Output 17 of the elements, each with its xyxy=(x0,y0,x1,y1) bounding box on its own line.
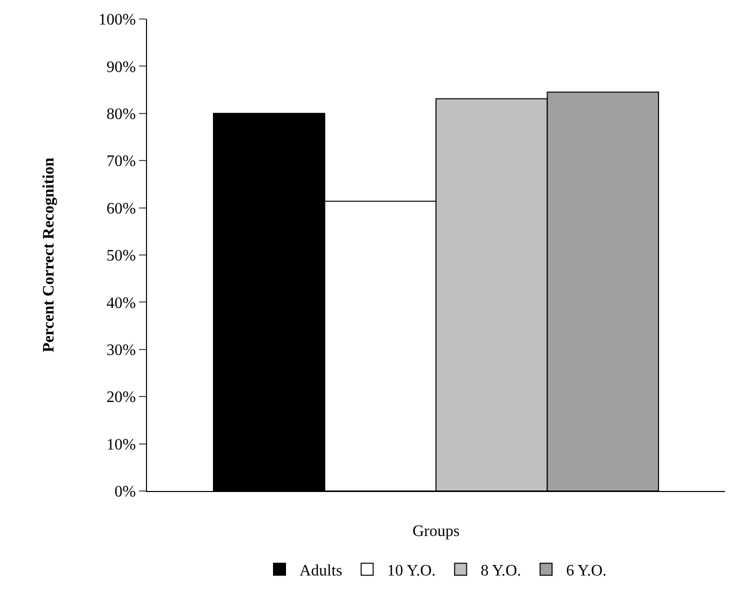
legend-label: Adults xyxy=(300,562,342,580)
y-tick-label: 40% xyxy=(106,294,136,312)
x-axis-title: Groups xyxy=(412,522,460,540)
y-tick-label: 30% xyxy=(106,342,136,359)
legend-label: 10 Y.O. xyxy=(387,562,436,580)
y-tick-label: 50% xyxy=(106,248,136,265)
legend-label: 6 Y.O. xyxy=(566,562,607,580)
y-tick-label: 90% xyxy=(106,58,136,76)
y-tick-label: 80% xyxy=(106,106,136,123)
y-tick-label: 0% xyxy=(114,484,136,501)
y-tick-label: 20% xyxy=(106,389,136,406)
y-tick-label: 70% xyxy=(106,153,136,170)
y-axis-title: Percent Correct Recognition xyxy=(40,157,58,352)
y-tick-label: 60% xyxy=(106,200,136,218)
y-tick-label: 100% xyxy=(98,12,136,29)
y-tick-label: 10% xyxy=(106,436,136,454)
legend-label: 8 Y.O. xyxy=(480,562,522,580)
